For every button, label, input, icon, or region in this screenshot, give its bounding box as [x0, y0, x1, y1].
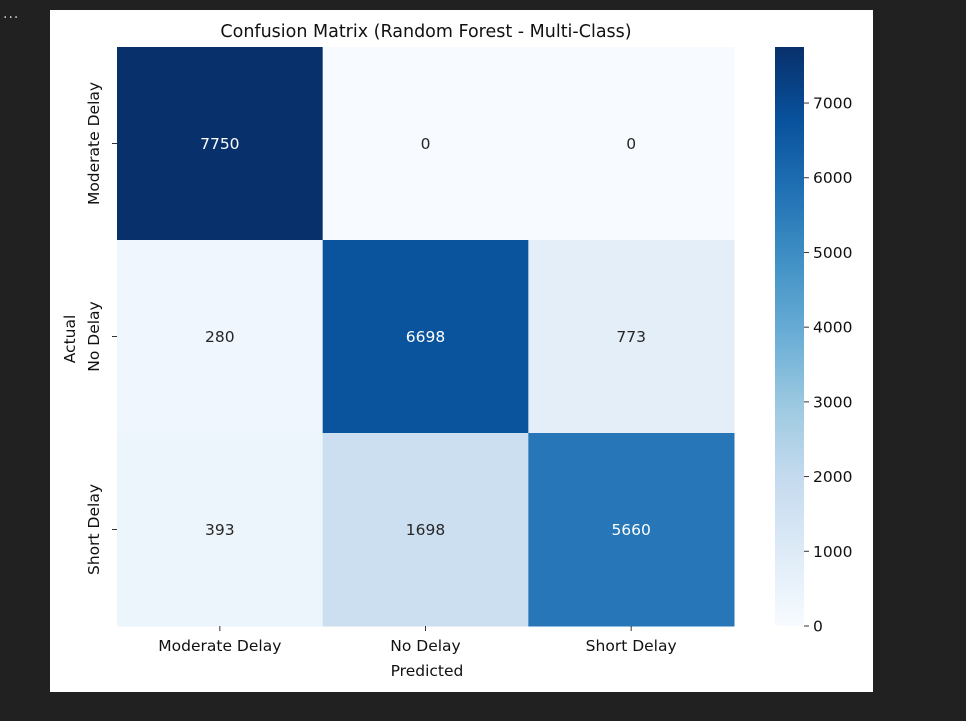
- colorbar-ticks: 0 1000 2000 3000 4000 5000 6000 7000: [804, 95, 852, 636]
- colorbar-tick-label: 7000: [813, 95, 852, 113]
- cell-value-label: 6698: [406, 328, 445, 346]
- x-tick-label: Moderate Delay: [158, 637, 281, 655]
- heatmap-cells: [117, 47, 735, 627]
- cell-value-label: 0: [626, 135, 636, 153]
- chart-figure: Confusion Matrix (Random Forest - Multi-…: [50, 10, 873, 692]
- x-tick-label: No Delay: [390, 637, 460, 655]
- heatmap-cell: [322, 433, 529, 627]
- colorbar-tick-label: 4000: [813, 319, 852, 337]
- y-tick-label: Short Delay: [85, 484, 103, 575]
- heatmap-cell: [528, 433, 735, 627]
- heatmap-cell: [528, 240, 735, 434]
- colorbar-tick-label: 2000: [813, 468, 852, 486]
- heatmap-cell: [117, 240, 324, 434]
- heatmap-cell: [322, 47, 529, 241]
- y-axis-label: Actual: [61, 315, 79, 364]
- heatmap-cell: [322, 240, 529, 434]
- x-tick-label: Short Delay: [586, 637, 677, 655]
- y-tick-label: No Delay: [85, 301, 103, 371]
- cell-value-label: 280: [205, 328, 235, 346]
- colorbar-tick-label: 0: [813, 618, 823, 636]
- colorbar: [775, 47, 804, 626]
- colorbar-tick-label: 3000: [813, 393, 852, 411]
- cell-value-label: 5660: [611, 521, 650, 539]
- colorbar-tick-label: 5000: [813, 244, 852, 262]
- cell-value-label: 0: [421, 135, 431, 153]
- colorbar-tick-label: 6000: [813, 169, 852, 187]
- heatmap-cell-labels: 7750 0 0 280 6698 773 393 1698 5660: [200, 135, 651, 539]
- x-axis-ticks: Moderate Delay No Delay Short Delay: [158, 626, 677, 655]
- chart-title: Confusion Matrix (Random Forest - Multi-…: [220, 22, 631, 42]
- cell-value-label: 1698: [406, 521, 445, 539]
- cell-value-label: 393: [205, 521, 235, 539]
- cell-value-label: 7750: [200, 135, 239, 153]
- confusion-matrix-chart: Confusion Matrix (Random Forest - Multi-…: [61, 22, 852, 680]
- heatmap-cell: [117, 433, 324, 627]
- y-axis-ticks: Moderate Delay No Delay Short Delay: [85, 82, 117, 575]
- output-prompt-ellipsis[interactable]: ...: [3, 6, 20, 22]
- cell-value-label: 773: [616, 328, 646, 346]
- colorbar-tick-label: 1000: [813, 543, 852, 561]
- y-tick-label: Moderate Delay: [85, 82, 103, 205]
- heatmap-cell: [117, 47, 324, 241]
- x-axis-label: Predicted: [391, 662, 464, 680]
- heatmap-cell: [528, 47, 735, 241]
